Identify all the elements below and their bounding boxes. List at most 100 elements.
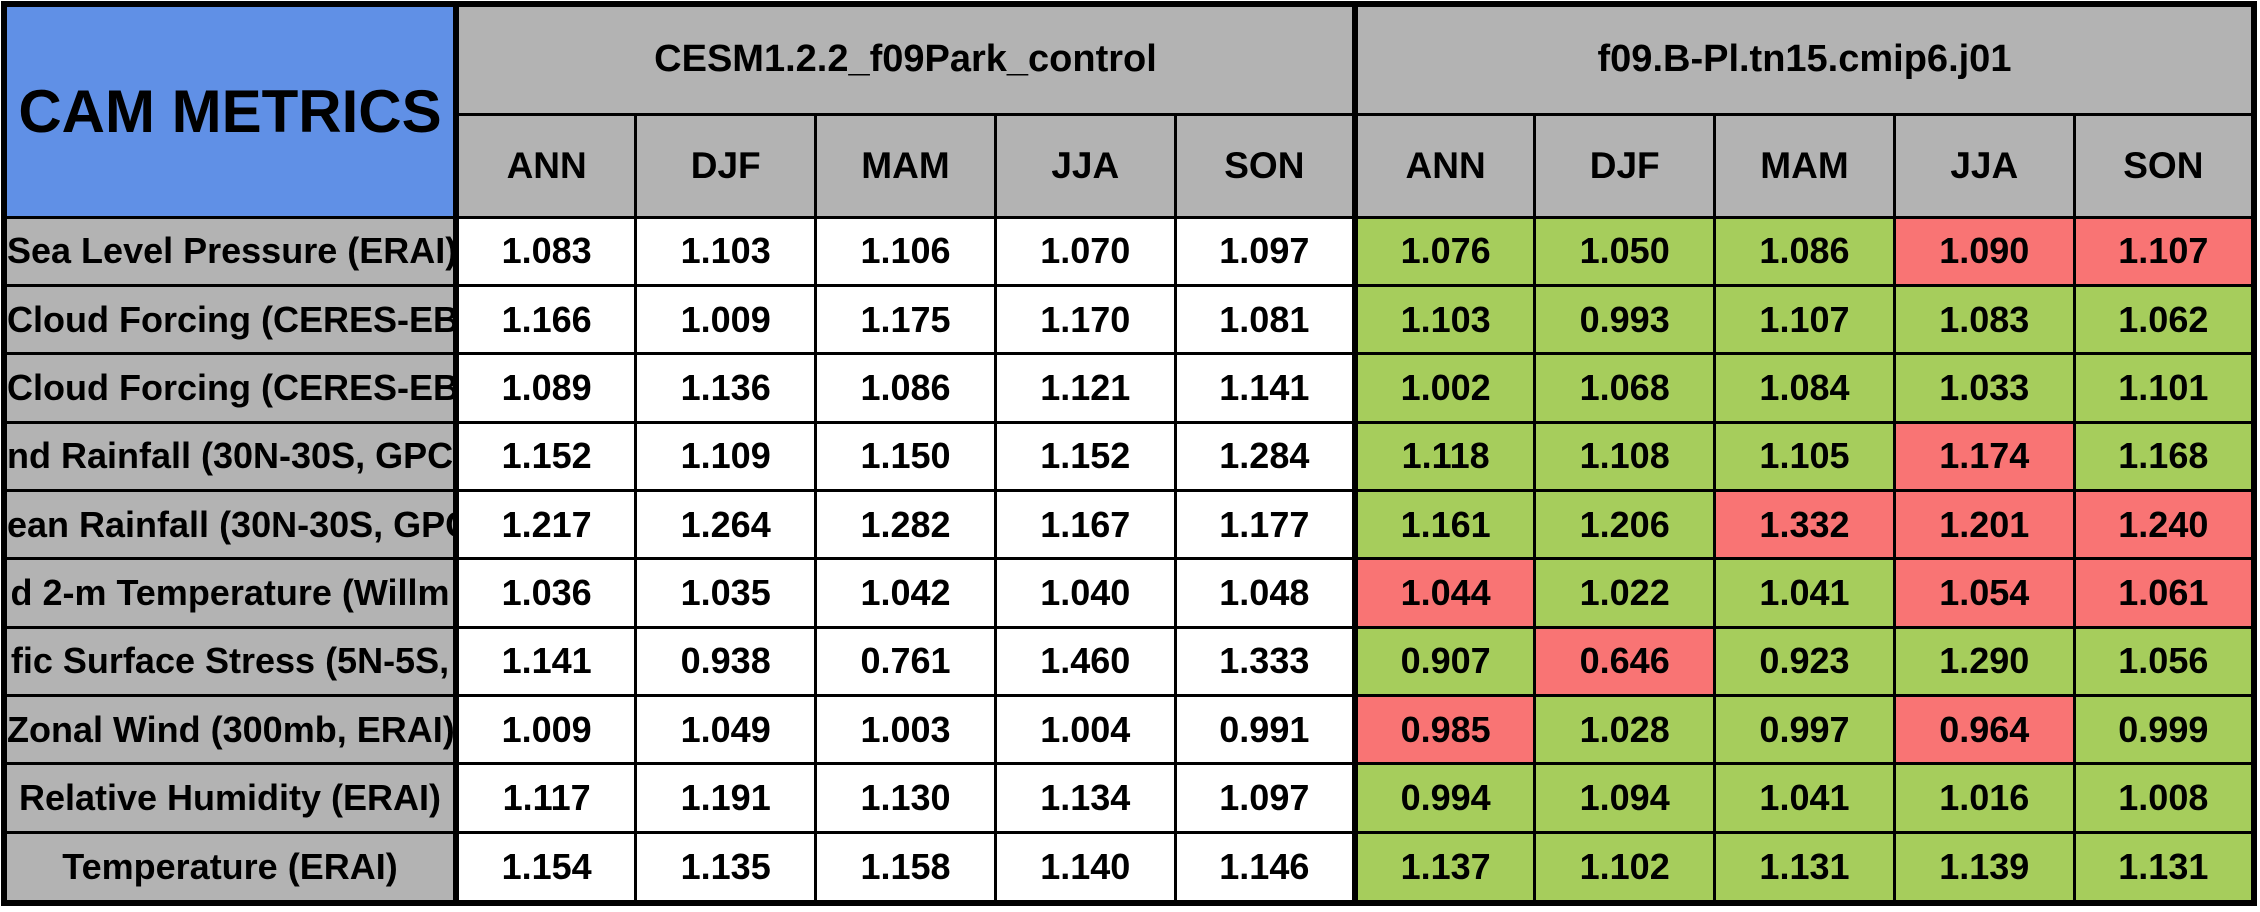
metric-row-label: Cloud Forcing (CERES-EB — [2, 283, 459, 356]
metric-row-label: fic Surface Stress (5N-5S, — [2, 625, 459, 698]
group-header-control: CESM1.2.2_f09Park_control — [454, 2, 1357, 116]
experiment-value-cell: 1.050 — [1533, 215, 1717, 287]
control-value-cell: 1.134 — [993, 762, 1177, 834]
metric-row: Relative Humidity (ERAI) 1.117 1.191 1.1… — [2, 762, 2256, 834]
experiment-value-cell: 0.994 — [1351, 762, 1537, 834]
control-value-cell: 1.086 — [814, 352, 997, 424]
season-header-jja: JJA — [1892, 112, 2076, 219]
experiment-value-cell: 1.137 — [1351, 830, 1537, 905]
experiment-value-cell: 1.108 — [1533, 420, 1717, 492]
metric-row: nd Rainfall (30N-30S, GPC 1.152 1.109 1.… — [2, 420, 2256, 492]
experiment-value-cell: 1.061 — [2072, 557, 2256, 629]
metric-row-label: d 2-m Temperature (Willm — [2, 557, 459, 629]
control-value-cell: 1.109 — [634, 420, 818, 492]
metric-row: Sea Level Pressure (ERAI) 1.083 1.103 1.… — [2, 215, 2256, 287]
control-value-cell: 1.036 — [454, 557, 638, 629]
experiment-value-cell: 1.054 — [1892, 557, 2076, 629]
experiment-value-cell: 1.002 — [1351, 352, 1537, 424]
experiment-value-cell: 1.033 — [1892, 352, 2076, 424]
control-value-cell: 1.097 — [1173, 215, 1357, 287]
metric-row-label: Relative Humidity (ERAI) — [2, 762, 459, 834]
control-value-cell: 1.152 — [993, 420, 1177, 492]
metric-row: Cloud Forcing (CERES-EB 1.166 1.009 1.17… — [2, 283, 2256, 356]
control-value-cell: 0.991 — [1173, 694, 1357, 766]
metric-row-label: Zonal Wind (300mb, ERAI) — [2, 694, 459, 766]
control-value-cell: 1.035 — [634, 557, 818, 629]
metric-row-label: Temperature (ERAI) — [2, 830, 459, 905]
control-value-cell: 1.177 — [1173, 488, 1357, 561]
experiment-value-cell: 1.107 — [1713, 283, 1896, 356]
control-value-cell: 1.135 — [634, 830, 818, 905]
experiment-value-cell: 1.083 — [1892, 283, 2076, 356]
experiment-value-cell: 1.168 — [2072, 420, 2256, 492]
experiment-value-cell: 1.062 — [2072, 283, 2256, 356]
experiment-value-cell: 1.022 — [1533, 557, 1717, 629]
season-header-mam: MAM — [814, 112, 997, 219]
metric-row: d 2-m Temperature (Willm 1.036 1.035 1.0… — [2, 557, 2256, 629]
control-value-cell: 1.009 — [454, 694, 638, 766]
control-value-cell: 1.150 — [814, 420, 997, 492]
season-header-djf: DJF — [1533, 112, 1717, 219]
experiment-value-cell: 1.101 — [2072, 352, 2256, 424]
experiment-value-cell: 0.923 — [1713, 625, 1896, 698]
control-value-cell: 1.003 — [814, 694, 997, 766]
experiment-value-cell: 1.105 — [1713, 420, 1896, 492]
control-value-cell: 1.166 — [454, 283, 638, 356]
experiment-value-cell: 0.646 — [1533, 625, 1717, 698]
control-value-cell: 1.217 — [454, 488, 638, 561]
experiment-value-cell: 1.094 — [1533, 762, 1717, 834]
experiment-value-cell: 1.008 — [2072, 762, 2256, 834]
metric-row: Temperature (ERAI) 1.154 1.135 1.158 1.1… — [2, 830, 2256, 905]
control-value-cell: 1.130 — [814, 762, 997, 834]
control-value-cell: 1.141 — [454, 625, 638, 698]
control-value-cell: 1.121 — [993, 352, 1177, 424]
experiment-value-cell: 1.206 — [1533, 488, 1717, 561]
experiment-value-cell: 1.016 — [1892, 762, 2076, 834]
experiment-value-cell: 0.999 — [2072, 694, 2256, 766]
group-header-experiment: f09.B-Pl.tn15.cmip6.j01 — [1351, 2, 2256, 116]
experiment-value-cell: 1.090 — [1892, 215, 2076, 287]
control-value-cell: 1.097 — [1173, 762, 1357, 834]
experiment-value-cell: 0.964 — [1892, 694, 2076, 766]
control-value-cell: 1.070 — [993, 215, 1177, 287]
experiment-value-cell: 1.041 — [1713, 557, 1896, 629]
control-value-cell: 1.460 — [993, 625, 1177, 698]
experiment-value-cell: 1.161 — [1351, 488, 1537, 561]
control-value-cell: 1.117 — [454, 762, 638, 834]
control-value-cell: 1.175 — [814, 283, 997, 356]
season-header-ann: ANN — [454, 112, 638, 219]
control-value-cell: 1.083 — [454, 215, 638, 287]
control-value-cell: 1.140 — [993, 830, 1177, 905]
metric-row: ean Rainfall (30N-30S, GPC 1.217 1.264 1… — [2, 488, 2256, 561]
control-value-cell: 1.136 — [634, 352, 818, 424]
control-value-cell: 1.089 — [454, 352, 638, 424]
control-value-cell: 1.042 — [814, 557, 997, 629]
experiment-value-cell: 1.028 — [1533, 694, 1717, 766]
experiment-value-cell: 1.044 — [1351, 557, 1537, 629]
experiment-value-cell: 1.174 — [1892, 420, 2076, 492]
season-header-son: SON — [1173, 112, 1357, 219]
experiment-value-cell: 1.332 — [1713, 488, 1896, 561]
metric-row-label: Cloud Forcing (CERES-EB — [2, 352, 459, 424]
control-value-cell: 0.938 — [634, 625, 818, 698]
experiment-value-cell: 1.086 — [1713, 215, 1896, 287]
experiment-value-cell: 1.068 — [1533, 352, 1717, 424]
experiment-value-cell: 1.084 — [1713, 352, 1896, 424]
experiment-value-cell: 0.993 — [1533, 283, 1717, 356]
metric-row-label: ean Rainfall (30N-30S, GPC — [2, 488, 459, 561]
experiment-value-cell: 1.201 — [1892, 488, 2076, 561]
control-value-cell: 1.040 — [993, 557, 1177, 629]
control-value-cell: 0.761 — [814, 625, 997, 698]
experiment-value-cell: 1.107 — [2072, 215, 2256, 287]
control-value-cell: 1.264 — [634, 488, 818, 561]
season-header-ann: ANN — [1351, 112, 1537, 219]
experiment-value-cell: 1.139 — [1892, 830, 2076, 905]
group-header-row: CAM METRICS CESM1.2.2_f09Park_control f0… — [2, 2, 2256, 219]
metric-row: Cloud Forcing (CERES-EB 1.089 1.136 1.08… — [2, 352, 2256, 424]
control-value-cell: 1.282 — [814, 488, 997, 561]
experiment-value-cell: 1.118 — [1351, 420, 1537, 492]
control-value-cell: 1.152 — [454, 420, 638, 492]
season-header-son: SON — [2072, 112, 2256, 219]
